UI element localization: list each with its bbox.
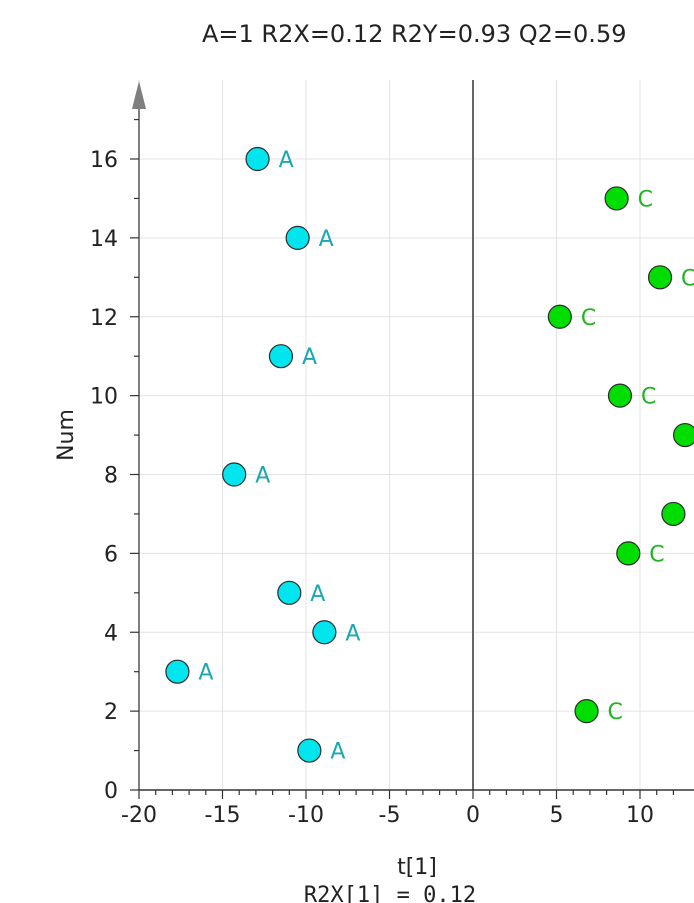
x-tick-label: 10 — [626, 803, 654, 828]
point-label-c: C — [681, 266, 694, 291]
point-label-c: C — [608, 700, 623, 725]
point-a — [245, 146, 270, 172]
point-a — [312, 620, 337, 645]
point-c — [574, 699, 599, 724]
y-tick-label: 8 — [104, 464, 118, 489]
point-a — [165, 659, 190, 684]
x-tick-label: 5 — [550, 803, 564, 828]
point-label-a: A — [279, 148, 294, 173]
y-tick-label: 6 — [104, 542, 118, 567]
axes — [132, 80, 694, 791]
y-tick-label: 12 — [90, 306, 118, 331]
point-a — [277, 580, 302, 605]
y-tick-label: 16 — [90, 148, 118, 173]
point-a — [285, 225, 310, 250]
x-axis-label: t[1] — [397, 855, 437, 880]
point-label-c: C — [649, 542, 664, 567]
y-tick-label: 10 — [90, 385, 118, 410]
point-c — [607, 383, 633, 408]
point-c — [616, 541, 641, 566]
point-label-a: A — [255, 464, 270, 489]
y-axis-arrow — [132, 81, 146, 109]
y-tick-label: 14 — [90, 227, 118, 252]
point-c — [604, 186, 629, 211]
point-label-c: C — [581, 306, 596, 331]
point-label-a: A — [302, 345, 317, 370]
point-label-a: A — [345, 621, 360, 646]
grid-lines — [138, 80, 694, 791]
point-label-a: A — [310, 582, 325, 607]
y-tick-label: 0 — [104, 779, 118, 804]
x-tick-label: -10 — [288, 803, 324, 828]
point-c — [547, 304, 572, 329]
x-tick-label: -15 — [205, 803, 241, 828]
x-tick-label: -5 — [379, 803, 401, 828]
point-label-a: A — [198, 661, 213, 686]
chart-title: A=1 R2X=0.12 R2Y=0.93 Q2=0.59 — [202, 20, 626, 48]
point-label-a: A — [319, 227, 334, 252]
point-label-c: C — [641, 385, 656, 410]
point-a — [268, 344, 294, 369]
point-a — [297, 738, 322, 763]
x-tick-label: -20 — [121, 803, 157, 828]
data-points: AAAAAAAACCCCCCCC — [165, 146, 694, 765]
point-a — [222, 462, 247, 487]
point-label-c: C — [638, 187, 653, 212]
x-axis-variance-label: R2X[1] = 0.12 — [304, 883, 476, 903]
y-tick-label: 2 — [104, 700, 118, 725]
point-c — [647, 265, 673, 290]
y-tick-label: 4 — [104, 621, 118, 646]
x-tick-label: 0 — [466, 803, 480, 828]
axis-ticks: -20 -15 -10 -5 0 5 10 0 2 4 6 8 10 12 14 16 — [90, 118, 675, 828]
y-axis-label: Num — [54, 409, 79, 461]
point-c — [672, 422, 694, 448]
point-c — [661, 501, 686, 527]
point-label-a: A — [330, 740, 345, 765]
